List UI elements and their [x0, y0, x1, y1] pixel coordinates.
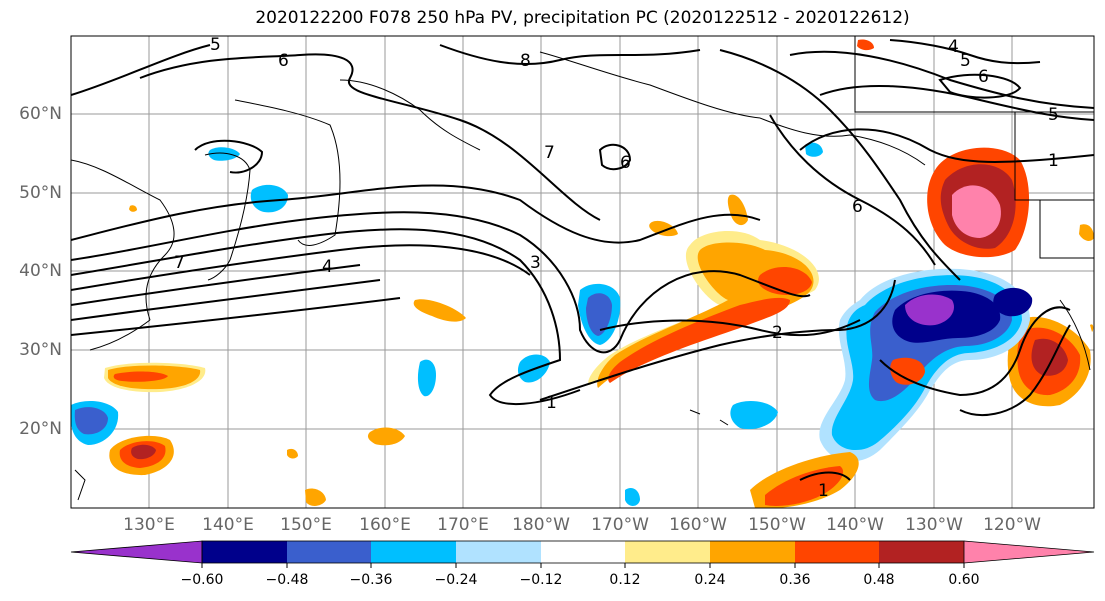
- contour-label: 3: [530, 253, 541, 273]
- colorbar-segment: [710, 541, 795, 563]
- contour-label: 2: [772, 323, 783, 343]
- colorbar-tickmarks: [201, 563, 965, 568]
- colorbar-segment: [287, 541, 371, 563]
- contour-label: 1: [1048, 151, 1059, 171]
- contour-label: 5: [1048, 105, 1059, 125]
- colorbar-frame: [201, 540, 965, 564]
- colorbar-tick-label: −0.24: [434, 572, 478, 588]
- longitude-label: 170°W: [591, 515, 649, 535]
- colorbar-tick-label: 0.36: [779, 572, 811, 588]
- colorbar-segment: [202, 541, 287, 563]
- colorbar-tick-label: −0.48: [265, 572, 309, 588]
- colorbar-segment: [371, 541, 456, 563]
- latitude-label: 60°N: [19, 104, 62, 124]
- contour-label: 5: [210, 35, 221, 55]
- colorbar-frame-right: [963, 540, 1095, 564]
- colorbar-tick-label: 0.60: [948, 572, 980, 588]
- longitude-label: 160°W: [669, 515, 727, 535]
- contour-label: 5: [960, 51, 971, 71]
- colorbar-tick-label: −0.12: [519, 572, 563, 588]
- contour-label: 4: [948, 37, 959, 57]
- map-frame: [70, 35, 1095, 509]
- colorbar-tick-label: −0.36: [349, 572, 393, 588]
- longitude-label: 120°W: [983, 515, 1041, 535]
- precipitation-shading: [71, 39, 1094, 508]
- longitude-label: 140°W: [826, 515, 884, 535]
- pv-contours: [71, 39, 1094, 481]
- longitude-label: 170°E: [437, 515, 489, 535]
- contour-label: 7: [544, 143, 555, 163]
- latitude-label: 50°N: [19, 183, 62, 203]
- colorbar-segment: [879, 541, 964, 563]
- contour-label: 1: [546, 393, 557, 413]
- longitude-label: 180°W: [512, 515, 570, 535]
- colorbar-segment: [456, 541, 541, 563]
- contour-label: 1: [818, 481, 829, 501]
- colorbar-tick-label: 0.48: [863, 572, 895, 588]
- colorbar-segments: [71, 541, 1094, 563]
- latitude-label: 30°N: [19, 340, 62, 360]
- colorbar-segment: [625, 541, 710, 563]
- longitude-label: 130°W: [905, 515, 963, 535]
- longitude-label: 150°E: [280, 515, 332, 535]
- longitude-label: 140°E: [202, 515, 254, 535]
- latitude-label: 20°N: [19, 419, 62, 439]
- colorbar-segment: [795, 541, 879, 563]
- latitude-label: 40°N: [19, 261, 62, 281]
- colorbar-segment: [71, 541, 202, 563]
- colorbar-tick-label: 0.24: [694, 572, 726, 588]
- colorbar-segment: [964, 541, 1094, 563]
- colorbar-tick-label: −0.60: [180, 572, 224, 588]
- longitude-label: 160°E: [359, 515, 411, 535]
- longitude-label: 130°E: [123, 515, 175, 535]
- contour-label: 7: [174, 253, 185, 273]
- colorbar-segment: [541, 541, 625, 563]
- map-title: 2020122200 F078 250 hPa PV, precipitatio…: [255, 8, 910, 28]
- longitude-label: 150°W: [748, 515, 806, 535]
- contour-label: 6: [852, 197, 863, 217]
- contour-label: 6: [620, 153, 631, 173]
- contour-label: 6: [278, 51, 289, 71]
- coastlines: [71, 36, 1094, 501]
- contour-labels: 5 6 8 4 5 6 5 7 6 6 1 7 4 3 2 1 1: [174, 35, 1059, 501]
- contour-label: 4: [322, 257, 333, 277]
- contour-label: 6: [978, 67, 989, 87]
- contour-label: 8: [520, 51, 531, 71]
- colorbar-tick-label: 0.12: [609, 572, 641, 588]
